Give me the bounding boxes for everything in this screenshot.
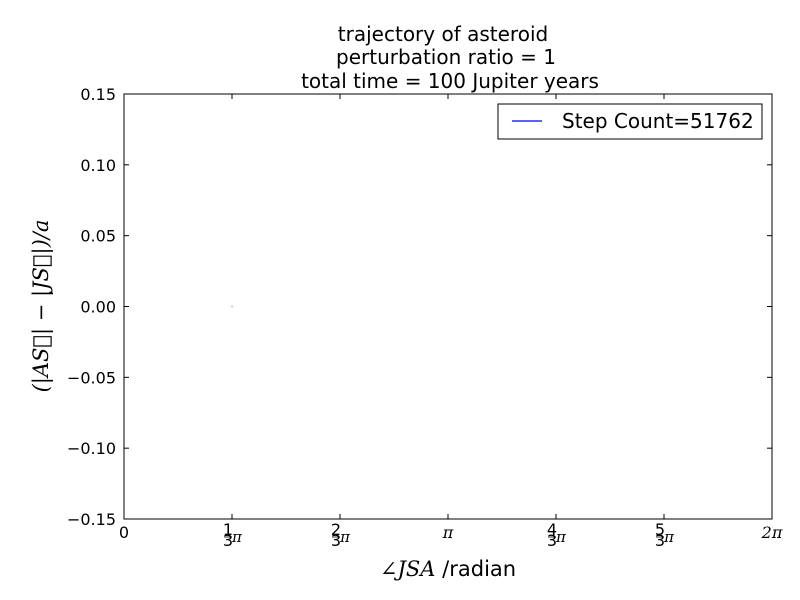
x-tick-label-den-5: 3 [655,531,665,550]
chart-title-line-2: perturbation ratio = 1 [336,45,556,69]
x-axis-label-text: /radian [435,557,516,581]
x-tick-label-num-1: 1 [223,520,233,539]
x-tick-label-3: π [442,523,454,542]
y-tick-label-4: −0.05 [67,368,116,387]
x-tick-label-sym-1: π [231,528,243,546]
chart-title: trajectory of asteroid perturbation rati… [301,22,599,93]
x-axis-label: ∠JSA /radian [380,557,516,581]
chart-title-line-3: total time = 100 Jupiter years [301,69,599,93]
y-tick-label-1: 0.10 [80,156,116,175]
y-tick-label-6: −0.15 [67,510,116,529]
y-axis: 0.15 0.10 0.05 0.00 −0.05 −0.10 −0.15 [67,85,772,529]
x-tick-label-den-2: 3 [331,531,341,550]
x-tick-label-num-4: 4 [547,520,557,539]
x-tick-label-num-5: 5 [655,520,665,539]
x-tick-label-den-4: 3 [547,531,557,550]
legend: Step Count=51762 [497,103,763,140]
x-tick-label-1: 13π [223,520,243,550]
x-tick-label-4: 43π [547,520,567,550]
x-tick-label-6: 2π [761,523,783,542]
chart-title-line-1: trajectory of asteroid [338,22,548,46]
x-tick-label-2: 23π [331,520,351,550]
x-axis-label-math: ∠JSA [380,557,436,581]
x-tick-label-0: 0 [119,523,129,542]
x-tick-label-den-1: 3 [223,531,233,550]
x-tick-label-sym-4: π [555,528,567,546]
y-tick-label-2: 0.05 [80,227,116,246]
y-tick-label-3: 0.00 [80,298,116,317]
y-tick-label-0: 0.15 [80,85,116,104]
x-tick-label-num-2: 2 [331,520,341,539]
legend-label: Step Count=51762 [562,109,754,133]
x-tick-label-sym-2: π [339,528,351,546]
y-axis-label: (|AS⃗| − |JS⃗|)/a [29,220,54,393]
plot-area [123,93,773,520]
y-tick-label-5: −0.10 [67,439,116,458]
x-tick-label-sym-5: π [663,528,675,546]
x-axis: 0 13π 23π π 43π 53π 2π [119,94,783,550]
x-tick-label-5: 53π [655,520,675,550]
